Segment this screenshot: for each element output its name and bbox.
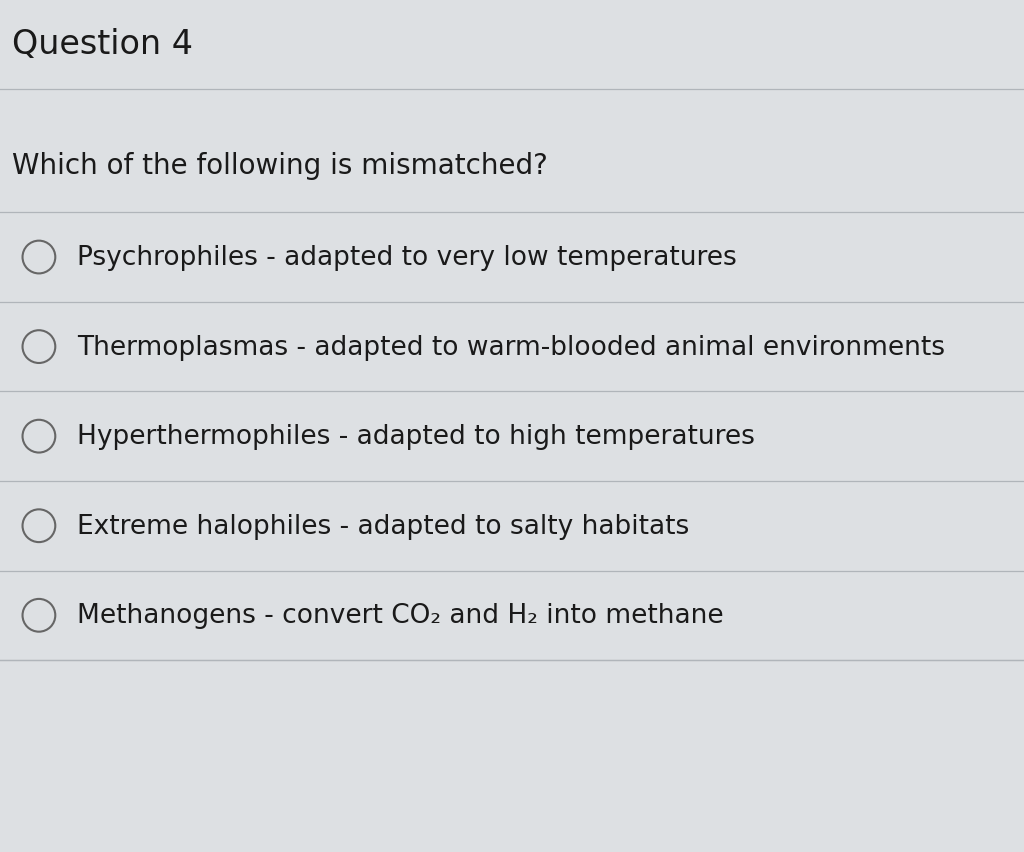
Text: Psychrophiles - adapted to very low temperatures: Psychrophiles - adapted to very low temp… (77, 245, 736, 271)
Bar (0, 302, 1024, 392)
Bar (0, 481, 1024, 571)
Bar (0, 0, 1024, 89)
Bar (0, 213, 1024, 302)
Bar (0, 571, 1024, 660)
Text: Extreme halophiles - adapted to salty habitats: Extreme halophiles - adapted to salty ha… (77, 513, 689, 539)
Bar (0, 660, 1024, 852)
Text: Question 4: Question 4 (12, 28, 194, 61)
Text: Hyperthermophiles - adapted to high temperatures: Hyperthermophiles - adapted to high temp… (77, 423, 755, 450)
Text: Thermoplasmas - adapted to warm-blooded animal environments: Thermoplasmas - adapted to warm-blooded … (77, 334, 945, 360)
Bar (0, 89, 1024, 213)
Bar (0, 392, 1024, 481)
Text: Methanogens - convert CO₂ and H₂ into methane: Methanogens - convert CO₂ and H₂ into me… (77, 602, 723, 629)
Text: Which of the following is mismatched?: Which of the following is mismatched? (12, 152, 548, 180)
